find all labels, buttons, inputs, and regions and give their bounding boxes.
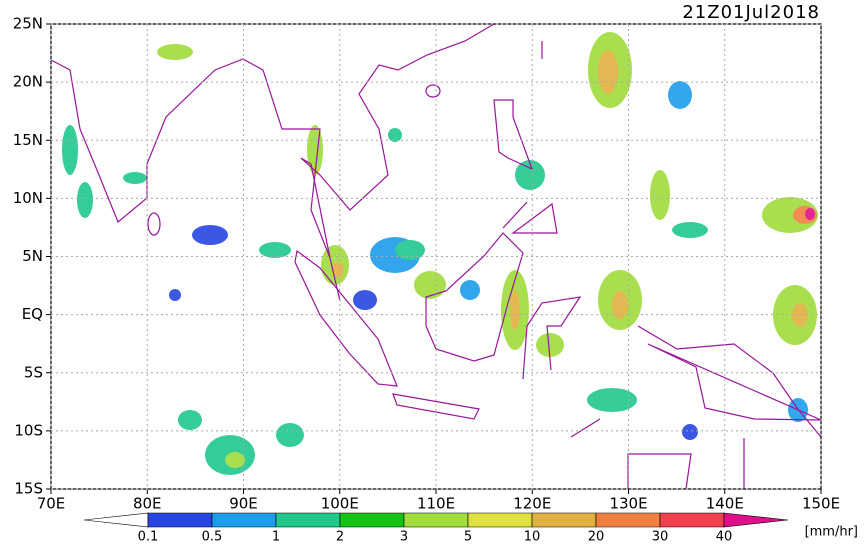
lat-tick-label: 20N [13, 73, 43, 91]
colorbar-label: 10 [524, 530, 541, 544]
lon-tick-label: 90E [229, 495, 258, 513]
colorbar-segment [211, 512, 277, 528]
lat-tick-label: 25N [13, 15, 43, 33]
lat-tick-label: 5S [24, 363, 43, 381]
colorbar-label: 0.1 [138, 530, 159, 544]
lat-tick-label: 10N [13, 189, 43, 207]
colorbar-segment [275, 512, 341, 528]
lat-tick-label: 5N [22, 247, 43, 265]
colorbar-label: 1 [272, 530, 280, 544]
colorbar-segment [467, 512, 533, 528]
colorbar-label: 3 [400, 530, 408, 544]
colorbar-segment [403, 512, 469, 528]
lat-tick-label: 15N [13, 131, 43, 149]
map-title: 21Z01Jul2018 [682, 2, 820, 23]
lat-tick-label: 10S [14, 421, 43, 439]
lon-tick-label: 130E [609, 495, 647, 513]
colorbar-segment [659, 512, 725, 528]
colorbar-label: 5 [464, 530, 472, 544]
colorbar-label: 30 [652, 530, 669, 544]
lon-tick-label: 110E [417, 495, 455, 513]
colorbar-label: 0.5 [202, 530, 223, 544]
colorbar-segment [723, 512, 789, 528]
precipitation [62, 32, 818, 475]
lon-tick-label: 80E [133, 495, 162, 513]
colorbar-segment [595, 512, 661, 528]
lat-tick-label: 15S [14, 480, 43, 498]
lon-tick-label: 140E [706, 495, 744, 513]
colorbar-label: 2 [336, 530, 344, 544]
colorbar-label: 40 [716, 530, 733, 544]
colorbar-segment [339, 512, 405, 528]
colorbar-segment [83, 512, 149, 528]
colorbar-segment [147, 512, 213, 528]
lon-tick-label: 100E [321, 495, 359, 513]
lon-tick-label: 120E [513, 495, 551, 513]
colorbar-unit: [mm/hr] [805, 525, 858, 540]
lat-tick-label: EQ [22, 305, 43, 323]
colorbar-label: 20 [588, 530, 605, 544]
coastlines [50, 23, 822, 490]
lon-tick-label: 70E [37, 495, 66, 513]
lon-tick-label: 150E [802, 495, 840, 513]
colorbar-segment [531, 512, 597, 528]
